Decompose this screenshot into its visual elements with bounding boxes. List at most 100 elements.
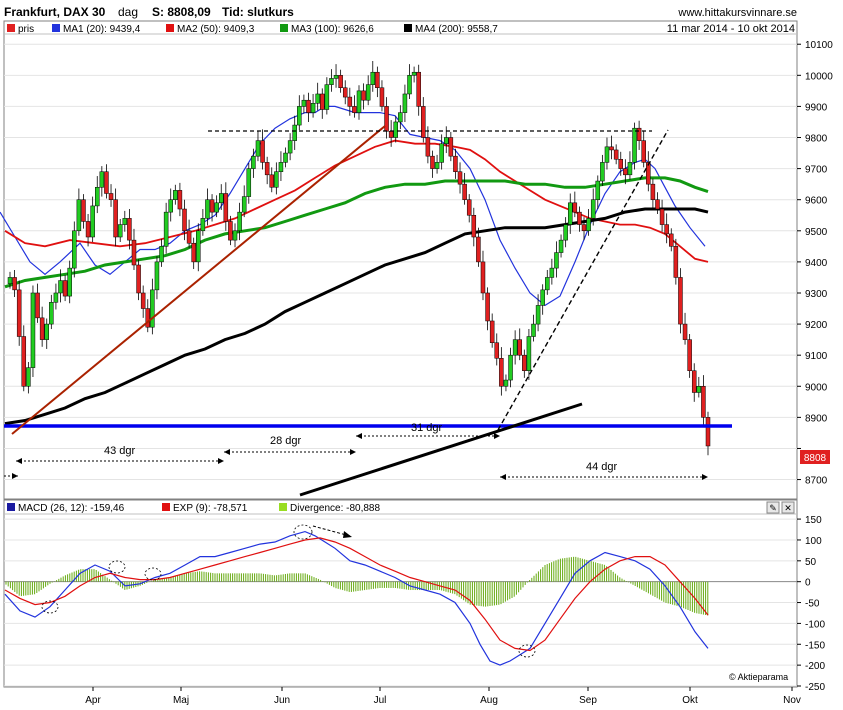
candle-down <box>476 236 481 263</box>
last-price-tag-label: 8808 <box>804 453 827 464</box>
divergence-bars <box>5 556 709 616</box>
candle-up <box>173 190 178 200</box>
ma4-legend: MA4 (200): 9558,7 <box>415 24 498 35</box>
exp-legend: EXP (9): -78,571 <box>173 503 248 514</box>
candle-up <box>292 124 297 141</box>
candle-up <box>558 239 564 253</box>
x-axis: Apr Maj Jun Jul Aug Sep Okt Nov <box>85 687 801 706</box>
label-44-dgr: 44 dgr <box>586 461 618 473</box>
candle-down <box>182 208 187 232</box>
candle-up <box>117 224 123 238</box>
candle-down <box>342 87 348 98</box>
candle-up <box>278 162 284 172</box>
candle-up <box>600 162 605 182</box>
close-panel-button[interactable] <box>781 501 795 514</box>
wrench-icon: ✎ <box>769 503 777 513</box>
candle-down <box>131 239 137 266</box>
label-28-dgr: 28 dgr <box>270 435 302 447</box>
macd-y-axis: -250 -200 -150 -100 -50 0 50 100 150 <box>797 515 825 693</box>
price-tick-label: 9400 <box>805 258 828 269</box>
candle-down <box>678 277 683 325</box>
macd-tick-label: -250 <box>805 682 825 693</box>
arrow-28 <box>224 449 356 455</box>
candle-up <box>439 143 444 163</box>
candle-down <box>448 137 454 157</box>
candle-down <box>177 190 183 210</box>
macd-lines <box>4 530 709 666</box>
candle-up <box>90 205 95 238</box>
candle-up <box>150 289 155 328</box>
candle-up <box>246 168 252 197</box>
candle-down <box>682 323 688 340</box>
candle-up <box>67 267 72 297</box>
price-tick-label: 9500 <box>805 227 828 238</box>
candle-down <box>81 199 86 222</box>
candle-up <box>545 277 550 291</box>
x-tick-label: Okt <box>682 695 698 706</box>
last-price-tag <box>800 450 830 464</box>
last-price-label: S: 8808,09 <box>152 5 211 19</box>
moving-average-lines <box>0 105 709 426</box>
candle-up <box>232 230 238 241</box>
candle-up <box>563 224 568 241</box>
candle-up <box>53 292 59 303</box>
candle-up <box>503 379 509 387</box>
candle-down <box>517 339 522 356</box>
ma1-legend-swatch <box>52 24 60 32</box>
candle-up <box>44 323 49 340</box>
candle-down <box>127 218 132 241</box>
candle-down <box>186 230 192 244</box>
candle-down <box>16 289 22 337</box>
candle-down <box>659 208 665 225</box>
candle-up <box>329 78 334 85</box>
candle-down <box>650 183 656 200</box>
candle-up <box>159 246 164 263</box>
candle-down <box>306 99 311 113</box>
candle-up <box>310 103 316 113</box>
divergence-legend-swatch <box>279 503 287 511</box>
candle-up <box>535 305 541 325</box>
candle-down <box>609 146 614 151</box>
price-y-axis: 8700 8900 9000 9100 9200 9300 9400 9500 9600 9700… <box>797 40 833 487</box>
price-tick-label: 8700 <box>805 476 828 487</box>
candlesticks <box>7 61 711 456</box>
candle-down <box>260 140 265 163</box>
candle-down <box>416 71 421 107</box>
candle-down <box>499 358 504 387</box>
divergence-arrow <box>312 525 352 538</box>
candle-up <box>251 155 256 169</box>
candle-down <box>361 90 366 101</box>
candle-up <box>297 106 302 126</box>
candle-down <box>85 221 91 238</box>
candle-down <box>669 233 674 247</box>
candle-down <box>35 292 40 319</box>
candle-down <box>480 261 486 294</box>
ma2-legend-swatch <box>166 24 174 32</box>
price-tick-label: 9000 <box>805 382 828 393</box>
candle-down <box>352 106 357 113</box>
candle-up <box>214 202 219 213</box>
candle-down <box>664 224 669 235</box>
candle-up <box>595 180 601 200</box>
candle-up <box>168 199 173 213</box>
candle-up <box>26 367 31 387</box>
macd-legend: MACD (26, 12): -159,46 <box>18 503 125 514</box>
macd-tick-label: -50 <box>805 599 820 610</box>
candle-up <box>604 146 610 163</box>
candle-up <box>333 75 339 79</box>
candle-down <box>62 280 68 297</box>
candle-down <box>581 224 587 232</box>
candle-up <box>99 171 105 188</box>
candle-up <box>95 187 100 207</box>
candle-up <box>512 339 518 356</box>
ma1-legend: MA1 (20): 9439,4 <box>63 24 141 35</box>
tool-icon[interactable] <box>766 501 780 514</box>
x-tick-label: Maj <box>173 695 189 706</box>
macd-tick-label: -150 <box>805 640 825 651</box>
ma2-line <box>4 139 709 263</box>
price-tick-label: 9100 <box>805 351 828 362</box>
time-label: Tid: slutkurs <box>222 5 294 19</box>
candle-up <box>283 152 288 163</box>
candle-up <box>590 199 596 219</box>
